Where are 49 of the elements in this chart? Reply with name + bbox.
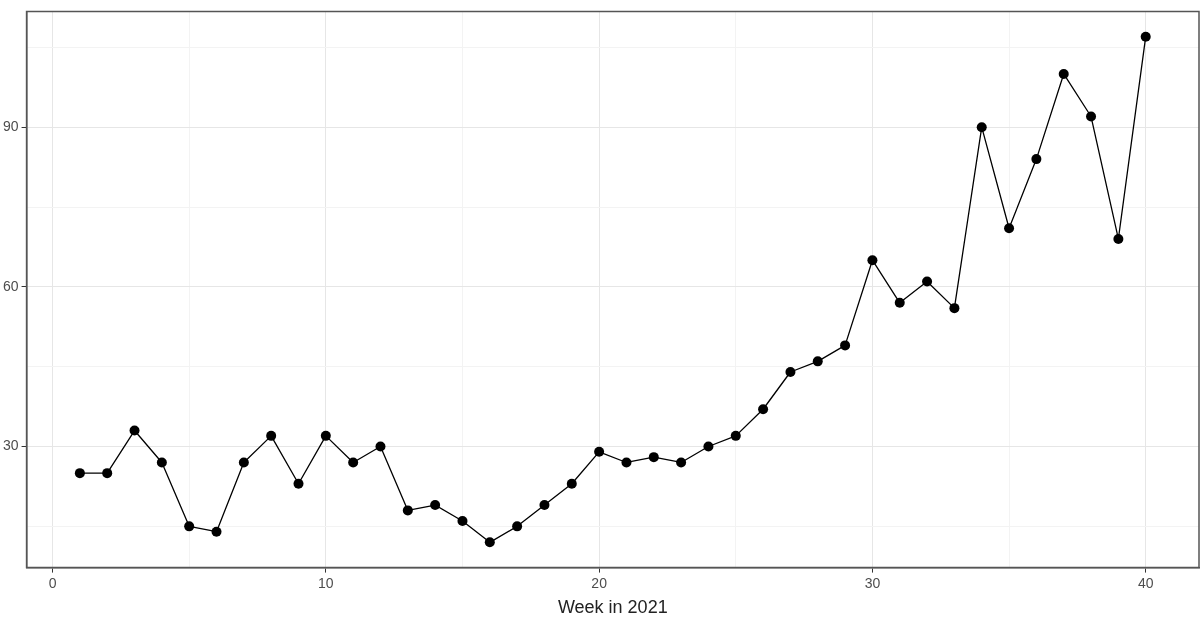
point xyxy=(320,430,331,441)
x-tick-label: 40 xyxy=(1137,574,1154,591)
point xyxy=(976,122,987,133)
x-tick-label: 10 xyxy=(318,574,334,591)
point xyxy=(566,478,577,489)
point xyxy=(758,404,769,415)
point xyxy=(894,297,905,308)
point xyxy=(812,356,823,367)
point xyxy=(594,446,605,457)
x-tick-label: 30 xyxy=(864,574,881,591)
point xyxy=(457,516,468,527)
point xyxy=(484,537,495,548)
y-tick-label: 90 xyxy=(2,118,19,135)
point xyxy=(129,425,140,436)
point xyxy=(512,521,523,532)
point xyxy=(102,468,113,479)
point xyxy=(785,367,796,377)
x-axis-title: Week in 2021 xyxy=(557,597,668,618)
x-tick-label: 20 xyxy=(591,574,608,591)
point xyxy=(621,457,632,468)
point xyxy=(184,521,195,532)
point xyxy=(238,457,249,468)
point xyxy=(1031,154,1042,165)
point xyxy=(703,441,714,452)
point xyxy=(430,500,441,511)
x-tick-label: 0 xyxy=(48,574,57,591)
point xyxy=(730,430,741,441)
point xyxy=(922,276,933,287)
point xyxy=(1140,31,1151,42)
point xyxy=(375,441,386,452)
point xyxy=(348,457,359,468)
point xyxy=(1086,111,1097,122)
point xyxy=(648,452,659,463)
point xyxy=(266,430,277,441)
y-tick-label: 60 xyxy=(2,277,19,294)
point xyxy=(74,468,85,479)
point xyxy=(676,457,687,468)
point xyxy=(1113,233,1124,244)
point xyxy=(867,255,878,266)
y-tick-label: 30 xyxy=(2,437,19,454)
point xyxy=(211,526,222,537)
point xyxy=(539,500,550,511)
point xyxy=(949,303,960,314)
point xyxy=(840,340,851,351)
point xyxy=(402,505,413,516)
point xyxy=(1058,68,1069,79)
point xyxy=(293,478,304,489)
point xyxy=(156,457,167,468)
point xyxy=(1004,223,1015,234)
